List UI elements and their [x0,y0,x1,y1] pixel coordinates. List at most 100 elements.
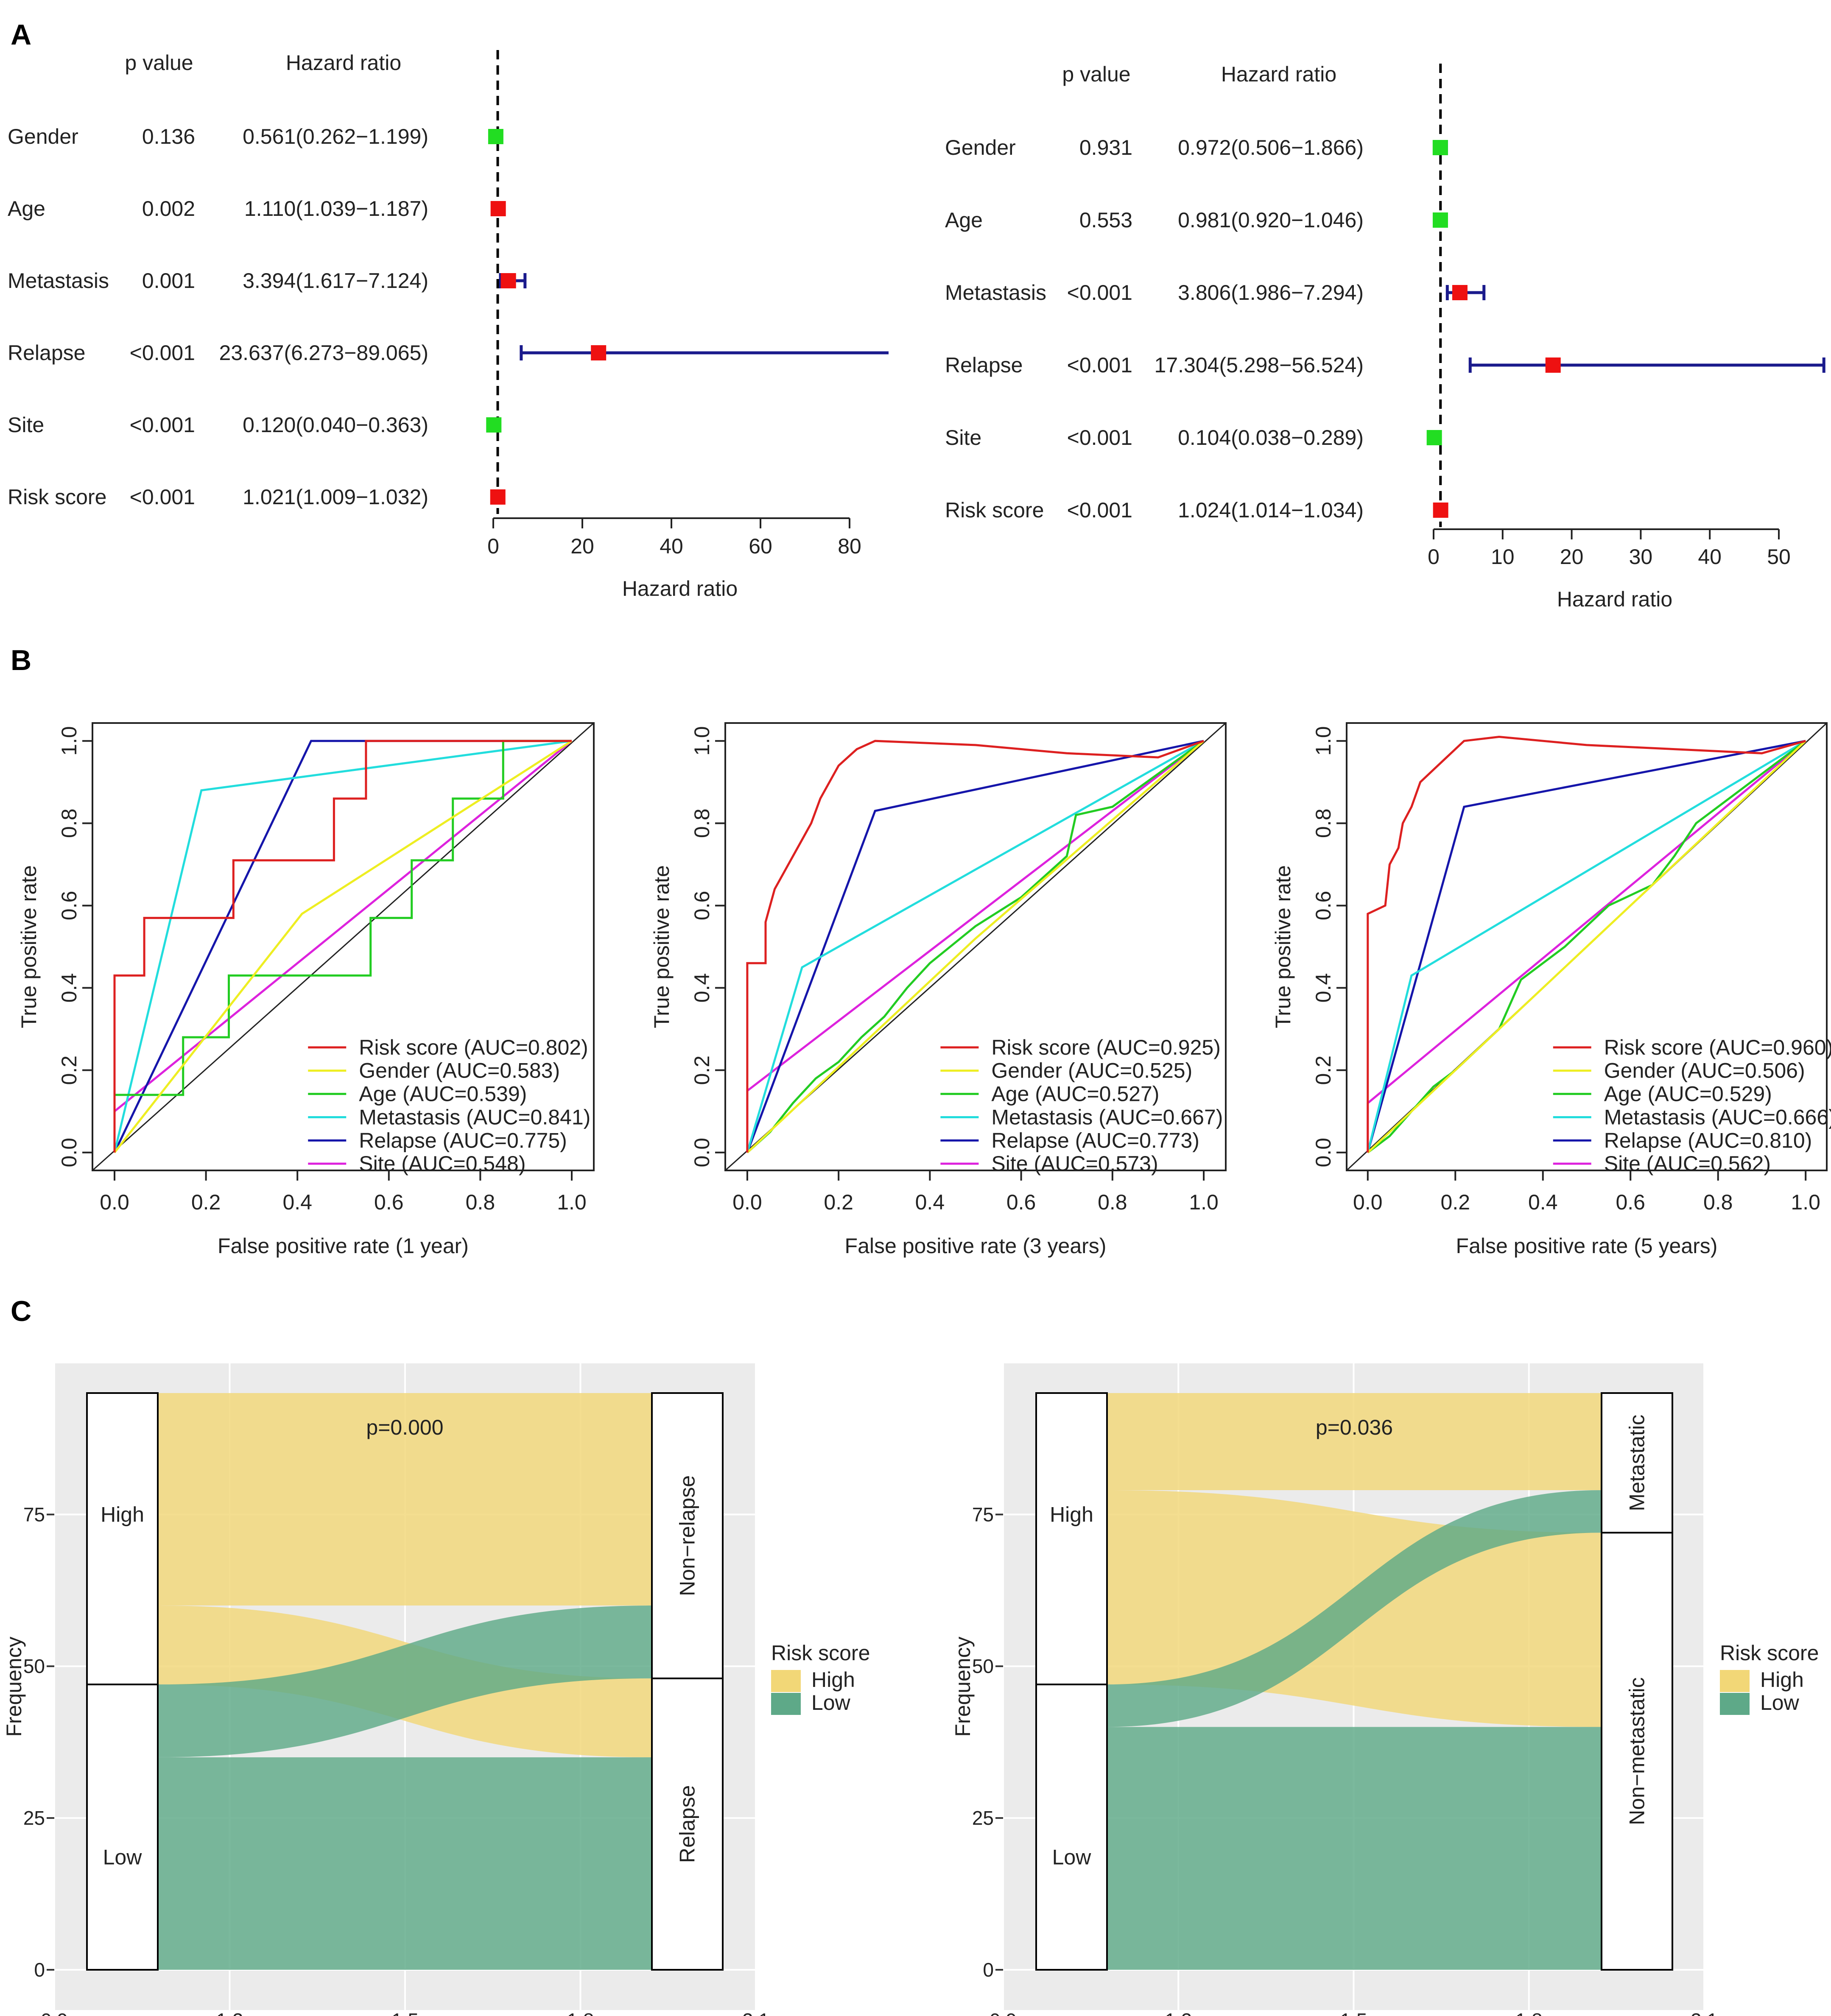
alluvial-legend-swatch-high [1720,1670,1750,1692]
alluvial-right-label: Metastatic [1625,1415,1649,1511]
forest-row-hr: 1.110(1.039−1.187) [244,197,428,221]
forest-hr-marker [486,417,502,433]
forest-col-hr-header: Hazard ratio [286,51,401,75]
forest-hr-marker [1426,430,1442,445]
roc-curve-risk-score [1367,735,1806,1153]
alluvial-p-value: p=0.000 [366,1416,443,1439]
forest-row-name: Metastasis [8,269,109,293]
alluvial-legend-label: High [1760,1668,1804,1692]
roc-y-tick-label: 0.6 [1311,891,1335,921]
forest-hr-marker [490,489,506,505]
roc-legend-label: Age (AUC=0.539) [359,1082,527,1106]
forest-row-hr: 3.806(1.986−7.294) [1178,281,1364,304]
alluvial-right-label: Non−relapse [676,1475,699,1596]
roc-x-tick-label: 0.0 [100,1190,129,1214]
forest-x-tick-label: 10 [1491,545,1515,569]
forest-row-p: <0.001 [130,413,195,437]
roc-x-tick-label: 0.4 [282,1190,312,1214]
roc-curve-gender [114,740,573,1153]
forest-col-p-header: p value [1062,62,1130,86]
roc-x-tick-label: 0.8 [1703,1190,1733,1214]
roc-y-axis-label: True positive rate [17,865,41,1028]
forest-row-p: <0.001 [130,341,195,365]
roc-plot-1-year: 0.0 0.0 0.2 0.2 0.4 0.4 0.6 0.6 0.8 0.8 1.0 1.0 Fals… [17,722,595,1258]
alluvial-left-label: Low [103,1846,143,1869]
alluvial-y-tick-label: 25 [23,1807,45,1829]
roc-x-tick-label: 1.0 [1791,1190,1820,1214]
forest-row-hr: 0.104(0.038−0.289) [1178,426,1364,450]
forest-hr-marker [591,345,607,360]
forest-row-hr: 23.637(6.273−89.065) [219,341,428,365]
alluvial-y-tick-label: 75 [972,1503,994,1525]
alluvial-y-tick-label: 50 [972,1655,994,1677]
forest-row-p: <0.001 [1067,498,1132,522]
forest-hr-marker [500,273,516,288]
roc-y-tick-label: 0.0 [57,1138,81,1167]
alluvial-y-axis-label: Frequency [951,1636,975,1737]
roc-x-tick-label: 0.6 [374,1190,404,1214]
roc-y-tick-label: 0.2 [690,1055,714,1085]
roc-curve-gender [746,740,1205,1153]
roc-curve-metastasis [113,740,572,1153]
roc-legend-label: Risk score (AUC=0.960) [1604,1036,1831,1059]
panel-label-a: A [11,19,31,51]
roc-x-tick-label: 1.0 [1189,1190,1219,1214]
roc-curve-gender [1367,740,1806,1153]
alluvial-legend-swatch-low [771,1693,801,1715]
alluvial-y-tick-label: 0 [983,1959,994,1981]
forest-row-hr: 1.021(1.009−1.032) [243,485,428,509]
roc-legend-label: Age (AUC=0.529) [1604,1082,1772,1106]
forest-row-p: 0.553 [1079,208,1132,232]
forest-hr-marker [1545,357,1561,373]
roc-legend-label: Gender (AUC=0.525) [991,1059,1192,1083]
forest-x-tick-label: 30 [1629,545,1653,569]
alluvial-y-tick-label: 50 [23,1655,45,1677]
panel-label-b: B [11,644,31,676]
forest-row-name: Metastasis [945,281,1046,304]
roc-y-tick-label: 1.0 [690,726,714,756]
forest-row-hr: 1.024(1.014−1.034) [1178,498,1364,522]
forest-row-hr: 17.304(5.298−56.524) [1155,353,1364,377]
alluvial-p-value: p=0.036 [1316,1416,1393,1439]
forest-row-hr: 0.972(0.506−1.866) [1178,136,1364,159]
alluvial-y-tick-label: 25 [972,1807,994,1829]
roc-legend-label: Relapse (AUC=0.773) [991,1128,1199,1152]
alluvial-left-label: High [101,1503,144,1527]
roc-legend-label: Site (AUC=0.573) [991,1152,1158,1176]
alluvial-flow-high [158,1393,652,1606]
roc-y-tick-label: 0.0 [690,1138,714,1167]
forest-row-name: Gender [8,125,78,148]
alluvial-plot-relapse: HighLowNon−relapseRelapsep=0.00002550750… [2,1363,870,2016]
forest-row-hr: 0.120(0.040−0.363) [243,413,428,437]
roc-legend-label: Relapse (AUC=0.775) [359,1128,567,1152]
forest-col-p-header: p value [125,51,193,75]
forest-x-tick-label: 0 [1428,545,1440,569]
roc-x-tick-label: 0.2 [824,1190,853,1214]
roc-plot-frame [92,722,595,1171]
roc-y-tick-label: 1.0 [57,726,81,756]
roc-y-tick-label: 0.8 [1311,809,1335,838]
forest-row-p: 0.931 [1079,136,1132,159]
alluvial-y-tick-label: 0 [34,1959,45,1981]
alluvial-x-tick-label: 1.5 [391,2009,419,2016]
alluvial-x-tick-label: 1.2 [216,2009,243,2016]
forest-row-p: 0.002 [142,197,195,221]
alluvial-legend-title: Risk score [771,1641,870,1665]
forest-row-name: Risk score [8,485,106,509]
forest-x-tick-label: 20 [570,534,594,558]
alluvial-y-tick-label: 75 [23,1503,45,1525]
roc-x-tick-label: 0.8 [1098,1190,1127,1214]
roc-y-tick-label: 0.0 [1311,1138,1335,1167]
forest-x-tick-label: 40 [660,534,683,558]
alluvial-x-tick-label: 1.5 [1340,2009,1367,2016]
roc-x-tick-label: 0.2 [191,1190,221,1214]
roc-legend-label: Gender (AUC=0.583) [359,1059,560,1083]
roc-x-axis-label: False positive rate (1 year) [218,1234,469,1258]
alluvial-left-label: High [1050,1503,1093,1527]
roc-curve-risk-score [746,740,1204,1153]
forest-x-tick-label: 50 [1767,545,1791,569]
roc-curve-metastasis [1367,740,1806,1153]
roc-curve-relapse [1367,740,1806,1153]
forest-row-hr: 3.394(1.617−7.124) [243,269,428,293]
forest-x-tick-label: 20 [1560,545,1584,569]
